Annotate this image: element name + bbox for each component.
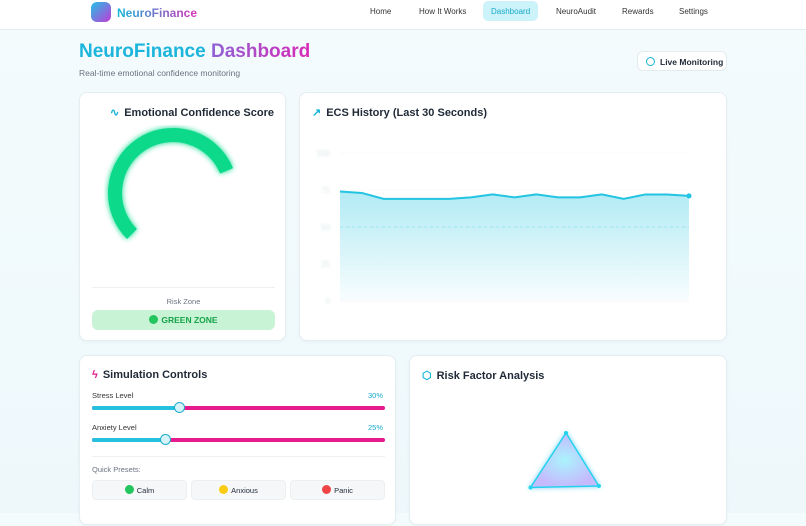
card-title-text: ECS History (Last 30 Seconds): [326, 107, 487, 119]
page-title: NeuroFinance Dashboard: [79, 41, 310, 63]
preset-label: Calm: [136, 486, 155, 495]
gauge-arc: [108, 128, 234, 239]
history-card: ↗ ECS History (Last 30 Seconds) 100 75 50 25…: [299, 92, 727, 341]
history-chart: 100 75 50 25 0: [317, 149, 692, 306]
line: [339, 190, 690, 200]
preset-dot: [219, 485, 229, 494]
preset-label: Panic: [334, 486, 353, 495]
slider-value: 30%: [367, 391, 383, 400]
nav-link[interactable]: Home: [370, 7, 392, 16]
card-title-text: Emotional Confidence Score: [124, 107, 274, 119]
slider-fill: [92, 438, 166, 442]
card-title: ⬡ Risk Factor Analysis: [422, 370, 545, 382]
risk-label: Risk Zone: [166, 297, 201, 306]
slider-track[interactable]: [92, 402, 385, 413]
last-point: [686, 193, 692, 199]
y-tick-label: 25: [321, 260, 330, 269]
subtitle: Real-time emotional confidence monitorin…: [79, 68, 241, 78]
gauge: [108, 128, 234, 239]
y-tick-label: 75: [321, 186, 330, 195]
preset-dot: [322, 485, 332, 494]
area-fill: [340, 191, 689, 301]
radar-area: [529, 431, 601, 489]
slider-thumb[interactable]: [159, 434, 171, 445]
live-badge[interactable]: Live Monitoring: [637, 51, 727, 71]
nav-link[interactable]: Settings: [679, 7, 708, 16]
preset-dot: [124, 485, 134, 494]
slider-thumb[interactable]: [174, 402, 186, 413]
risk-card: ⬡ Risk Factor Analysis: [409, 355, 727, 525]
card-title-text: Risk Factor Analysis: [436, 370, 545, 382]
radar-point: [528, 485, 533, 490]
nav-link[interactable]: Rewards: [622, 7, 654, 16]
ecs-card: ∿ Emotional Confidence Score Risk Zone GR…: [79, 92, 286, 341]
logo[interactable]: [91, 2, 111, 22]
brand[interactable]: NeuroFinance: [117, 6, 198, 20]
presets-label: Quick Presets:: [92, 465, 141, 474]
zone-badge: GREEN ZONE: [92, 310, 275, 330]
title-part: Dashboard: [210, 41, 311, 62]
zone-text: GREEN ZONE: [161, 315, 218, 325]
slider-label: Anxiety Level: [92, 423, 137, 432]
title-part: NeuroFinance: [79, 41, 206, 62]
simulation-card: ϟ Simulation Controls Stress Level 30% Anxi…: [79, 355, 396, 525]
nav-link[interactable]: NeuroAudit: [556, 7, 597, 16]
preset-button[interactable]: Panic: [290, 480, 385, 500]
slider-fill: [92, 406, 180, 410]
y-tick-label: 0: [326, 297, 331, 306]
preset-button[interactable]: Anxious: [191, 480, 286, 500]
slider-label: Stress Level: [92, 391, 134, 400]
navbar: NeuroFinance Home How It Works Dashboard…: [0, 0, 806, 30]
nav-link[interactable]: How It Works: [419, 7, 467, 16]
badge-text: Live Monitoring: [660, 57, 724, 67]
preset-label: Anxious: [231, 486, 258, 495]
card-title-text: Simulation Controls: [102, 369, 208, 381]
nav-link[interactable]: Dashboard: [483, 1, 539, 21]
divider: [92, 456, 385, 457]
card-title: ϟ Simulation Controls: [92, 369, 208, 381]
divider: [92, 287, 275, 288]
y-tick-label: 100: [317, 149, 331, 158]
slider-track[interactable]: [92, 434, 385, 445]
card-title: ∿ Emotional Confidence Score: [110, 107, 274, 119]
preset-button[interactable]: Calm: [92, 480, 187, 500]
radar-point: [564, 431, 568, 435]
y-tick-label: 50: [321, 223, 330, 232]
slider-value: 25%: [367, 423, 383, 432]
radar-chart: [528, 431, 601, 490]
radar-point: [596, 484, 601, 488]
card-title: ↗ ECS History (Last 30 Seconds): [312, 107, 487, 119]
